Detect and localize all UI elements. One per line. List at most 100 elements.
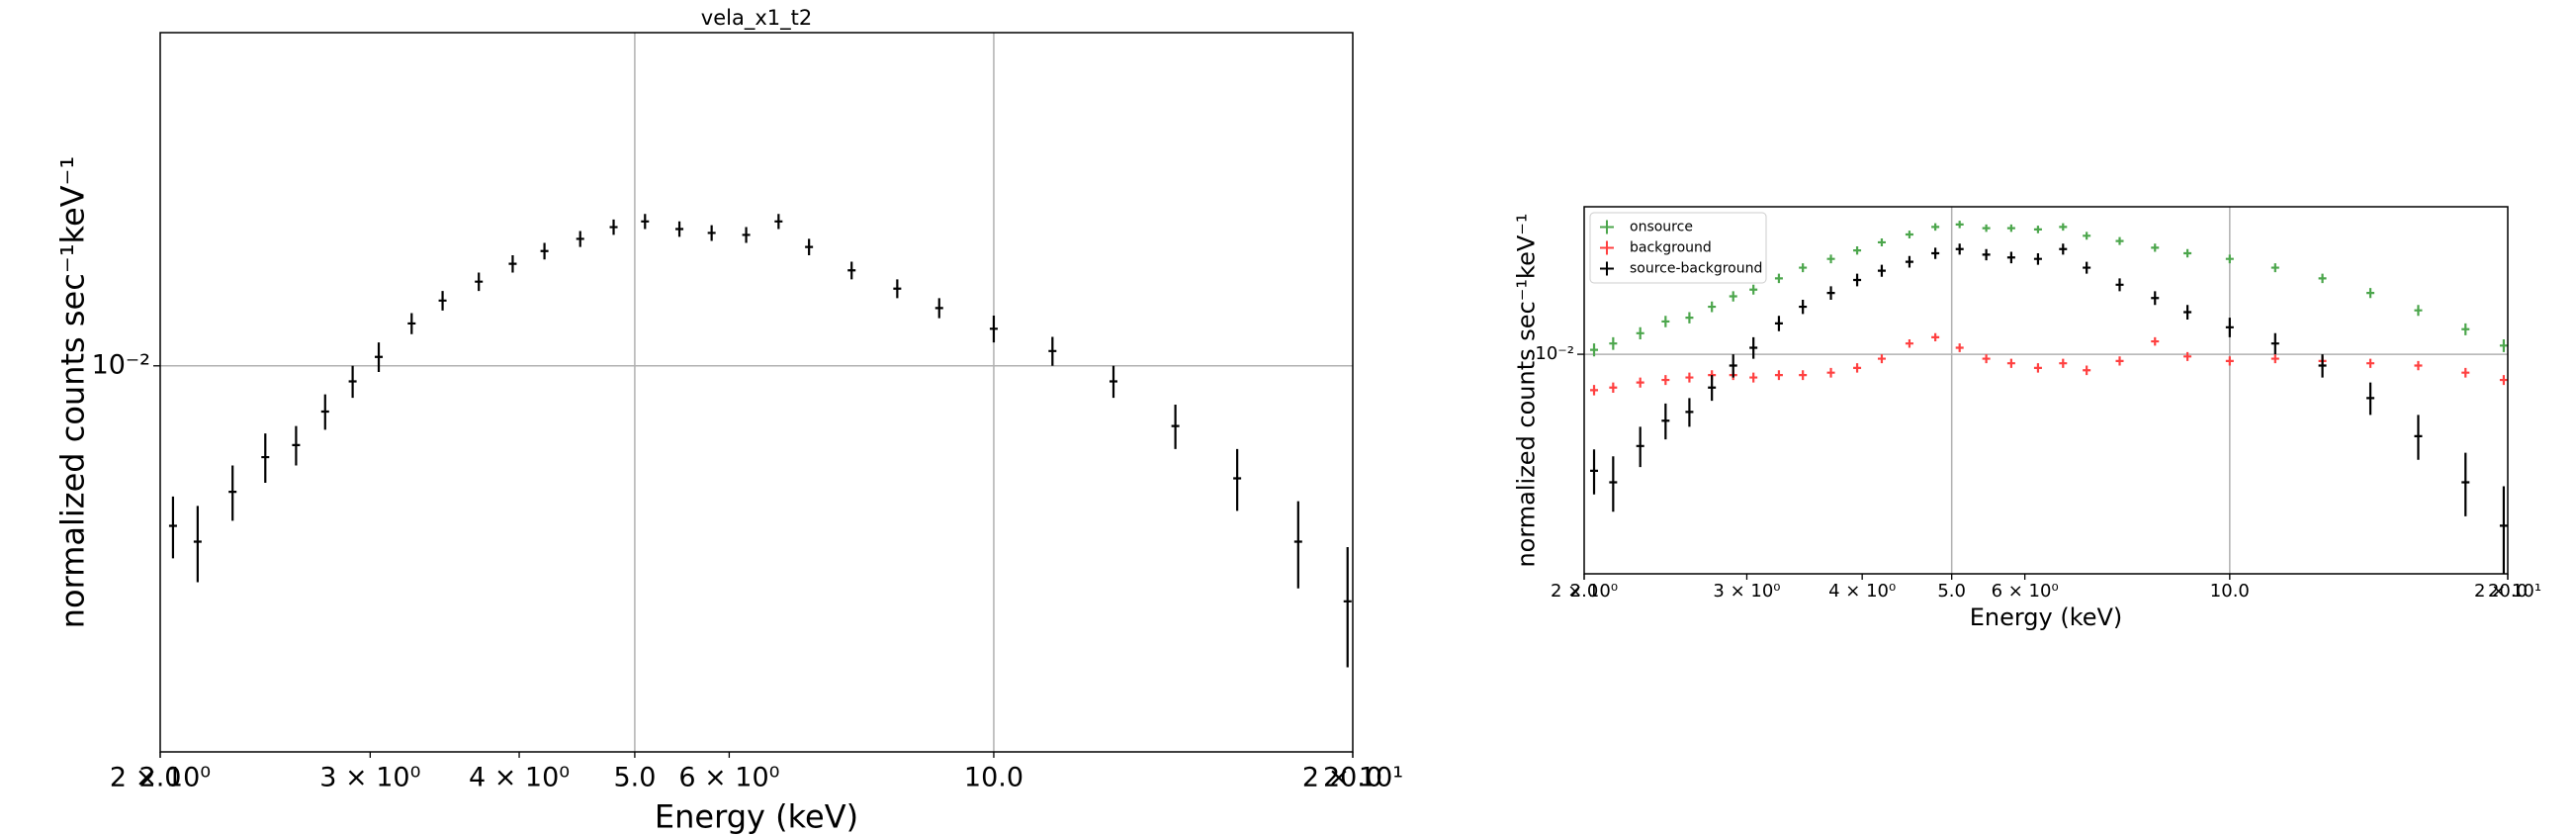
x-tick-label: 2 × 10¹ xyxy=(2474,581,2541,602)
error-bar xyxy=(1708,375,1717,402)
error-bar xyxy=(707,225,716,241)
error-bar xyxy=(1955,243,1964,255)
legend-marker xyxy=(1600,240,1614,255)
error-bar xyxy=(2270,354,2279,364)
error-bar xyxy=(1048,336,1057,366)
error-bar xyxy=(1609,456,1618,512)
error-bar xyxy=(2033,226,2042,233)
y-axis-label: normalized counts sec⁻¹keV⁻¹ xyxy=(54,156,92,628)
y-tick-label: 10⁻² xyxy=(92,349,150,380)
error-bar xyxy=(1685,398,1694,427)
error-bar xyxy=(2414,305,2423,317)
error-bar xyxy=(2151,336,2160,346)
legend-label: source-background xyxy=(1630,261,1762,277)
legend-label: background xyxy=(1630,240,1712,256)
error-bar xyxy=(228,465,237,521)
error-bar xyxy=(1729,291,1737,302)
x-tick-label: 20.0 xyxy=(1323,763,1382,793)
x-tick-label: 2 × 10¹ xyxy=(1302,763,1403,793)
error-bar xyxy=(2225,356,2234,366)
error-bar xyxy=(742,227,751,243)
error-bar xyxy=(1661,403,1670,440)
error-bar xyxy=(1931,332,1940,342)
error-bar xyxy=(2151,243,2160,252)
error-bar xyxy=(2083,261,2091,274)
error-bar xyxy=(934,298,943,319)
x-tick-label: 4 × 10⁰ xyxy=(469,763,570,793)
error-bar xyxy=(438,291,447,311)
x-tick-label: 2 × 10⁰ xyxy=(110,763,211,793)
error-bar xyxy=(2270,332,2279,355)
error-bar xyxy=(1982,224,1991,232)
x-tick-label: 4 × 10⁰ xyxy=(1828,581,1896,602)
error-bar xyxy=(2461,323,2470,335)
error-bar xyxy=(1661,375,1670,386)
error-bar xyxy=(2006,224,2015,232)
error-bar xyxy=(1853,246,1862,255)
error-bar xyxy=(2183,305,2192,321)
error-bar xyxy=(1110,365,1117,399)
error-bar xyxy=(2115,236,2124,245)
x-axis-label: Energy (keV) xyxy=(1970,603,2123,631)
x-tick-label: 3 × 10⁰ xyxy=(1713,581,1780,602)
error-bar xyxy=(320,394,329,430)
y-tick-label: 10⁻² xyxy=(1535,343,1574,364)
error-bar xyxy=(1609,382,1618,393)
error-bar xyxy=(2414,415,2423,460)
error-bar xyxy=(1905,255,1913,268)
error-bar xyxy=(2006,358,2015,368)
error-bar xyxy=(2499,375,2508,386)
error-bar xyxy=(1749,284,1758,295)
error-bar xyxy=(1636,326,1644,339)
error-bar xyxy=(2033,252,2042,265)
error-bar xyxy=(2059,243,2068,255)
x-tick-label: 5.0 xyxy=(1937,581,1966,602)
error-bar xyxy=(1931,223,1940,232)
error-bar xyxy=(1590,449,1599,495)
error-bar xyxy=(375,342,384,372)
error-bar xyxy=(1343,547,1352,668)
error-bar xyxy=(576,231,584,247)
error-bar xyxy=(1749,372,1758,383)
error-bar xyxy=(1826,286,1835,300)
error-bar xyxy=(805,238,814,255)
error-bar xyxy=(2183,248,2192,258)
error-bar xyxy=(2033,363,2042,373)
error-bar xyxy=(641,214,650,230)
error-bar xyxy=(1905,338,1913,348)
error-bar xyxy=(1774,316,1783,331)
x-tick-label: 5.0 xyxy=(613,763,656,793)
error-bar xyxy=(1171,404,1180,449)
error-bar xyxy=(2499,338,2508,352)
error-bar xyxy=(2270,263,2279,273)
error-bar xyxy=(1774,273,1783,284)
x-tick-label: 10.0 xyxy=(964,763,1023,793)
error-bar xyxy=(1749,336,1758,359)
plot-frame xyxy=(159,32,1354,753)
error-bar xyxy=(1233,448,1242,511)
error-bar xyxy=(2366,288,2375,299)
error-bar xyxy=(1955,221,1964,229)
error-bar xyxy=(2461,452,2470,516)
error-bar xyxy=(2006,251,2015,264)
x-axis-label: Energy (keV) xyxy=(655,798,858,835)
error-bar xyxy=(2225,254,2234,264)
error-bar xyxy=(1636,377,1644,388)
error-bar xyxy=(893,279,902,299)
error-bar xyxy=(1293,501,1302,589)
error-bar xyxy=(1590,343,1599,357)
error-bar xyxy=(1609,336,1618,350)
error-bar xyxy=(348,365,357,399)
error-bar xyxy=(1853,363,1862,373)
x-tick-label: 2.0 xyxy=(139,763,182,793)
x-tick-label: 3 × 10⁰ xyxy=(319,763,420,793)
error-bar xyxy=(2115,356,2124,366)
error-bar xyxy=(2151,291,2160,306)
x-tick-label: 20.0 xyxy=(2488,581,2528,602)
error-bar xyxy=(2318,354,2327,378)
x-tick-label: 10.0 xyxy=(2210,581,2250,602)
error-bar xyxy=(1799,370,1808,381)
error-bar xyxy=(2115,278,2124,292)
